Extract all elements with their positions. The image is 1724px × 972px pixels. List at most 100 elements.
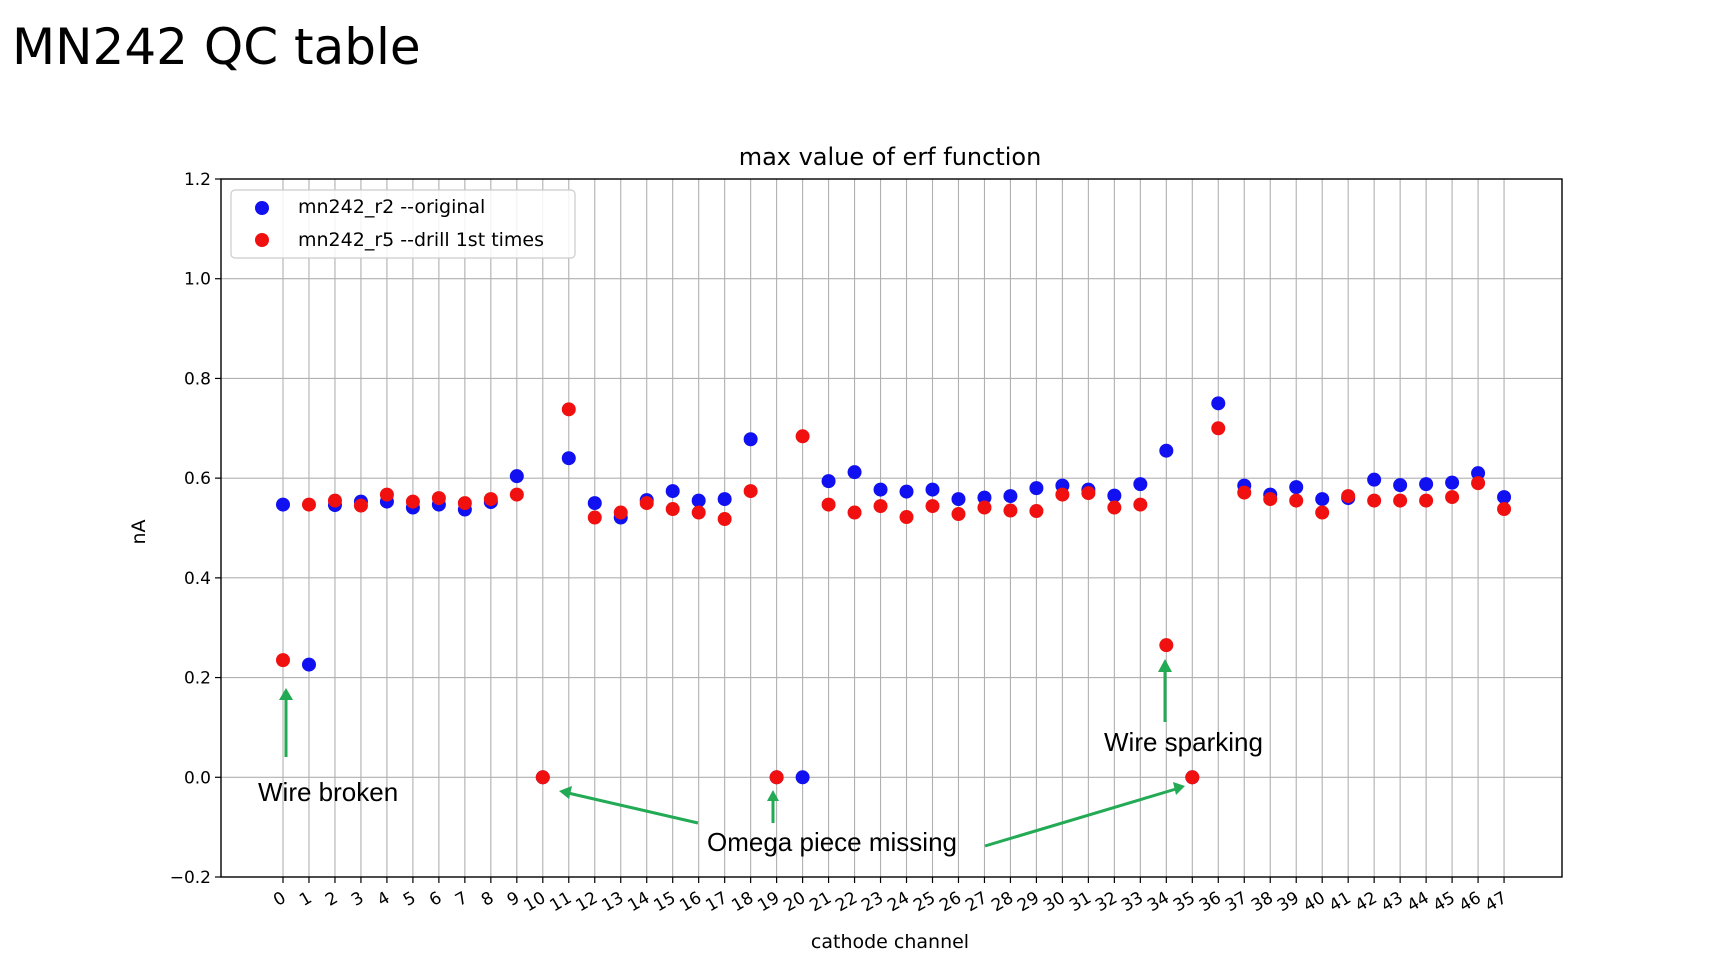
x-tick-label: 5	[400, 888, 419, 911]
x-tick-label: 8	[478, 888, 497, 911]
data-point-series-1	[379, 487, 394, 502]
data-point-series-0	[1419, 477, 1434, 492]
omega-arrow-to-ch35	[984, 787, 1177, 848]
data-point-series-0	[587, 496, 602, 511]
x-tick-label: 16	[676, 888, 705, 916]
legend-label-r5: mn242_r5 --drill 1st times	[298, 229, 544, 251]
data-point-series-1	[925, 499, 940, 514]
data-point-series-0	[899, 484, 914, 499]
data-point-series-0	[1393, 478, 1408, 493]
data-point-series-1	[1237, 485, 1252, 500]
x-tick-label: 12	[573, 888, 602, 916]
omega-piece-missing-label: Omega piece missing	[707, 827, 957, 857]
data-point-series-1	[1341, 489, 1356, 504]
data-point-series-0	[276, 497, 290, 512]
x-tick-label: 25	[910, 888, 939, 916]
x-tick-label: 17	[702, 888, 731, 916]
data-point-series-0	[717, 492, 732, 507]
data-point-series-0	[821, 474, 836, 489]
data-point-series-1	[1159, 638, 1174, 653]
x-tick-label: 33	[1118, 888, 1147, 916]
data-point-series-1	[1497, 502, 1512, 517]
x-tick-label: 35	[1170, 888, 1199, 916]
x-tick-label: 34	[1144, 888, 1173, 916]
omega-arrow-to-ch10	[567, 791, 699, 825]
data-point-series-1	[977, 500, 992, 515]
data-point-series-1	[1029, 504, 1044, 519]
data-point-series-1	[1185, 770, 1200, 785]
x-tick-label: 41	[1326, 888, 1355, 916]
x-tick-label: 28	[988, 888, 1017, 916]
data-point-series-0	[301, 657, 316, 672]
data-point-series-1	[1133, 497, 1148, 512]
data-point-series-1	[405, 494, 420, 509]
data-point-series-1	[457, 496, 472, 511]
data-point-series-1	[951, 507, 966, 522]
x-tick-label: 37	[1222, 888, 1251, 916]
data-point-series-0	[1289, 480, 1304, 495]
data-point-series-0	[795, 770, 810, 785]
y-tick-label: 1.0	[184, 270, 211, 290]
data-point-series-1	[613, 505, 628, 520]
x-tick-label: 24	[884, 888, 913, 916]
wire-broken-arrowhead	[279, 688, 293, 700]
annotations: Wire broken Omega piece missing Wire spa…	[258, 659, 1263, 857]
data-point-series-1	[1315, 505, 1330, 520]
data-point-series-1	[327, 493, 342, 508]
data-point-series-0	[1159, 443, 1174, 458]
x-tick-label: 11	[547, 888, 576, 916]
data-point-series-0	[951, 492, 966, 507]
data-point-series-1	[535, 770, 550, 785]
x-tick-label: 14	[624, 888, 653, 916]
data-point-series-0	[925, 482, 940, 497]
y-tick-label: 0.0	[184, 768, 211, 788]
data-point-series-0	[691, 493, 706, 508]
data-point-series-0	[873, 482, 888, 497]
data-point-series-1	[1393, 493, 1408, 508]
data-point-series-1	[847, 505, 862, 520]
x-tick-label: 43	[1378, 888, 1407, 916]
data-points	[276, 396, 1512, 785]
data-point-series-0	[977, 490, 992, 505]
legend-box	[230, 189, 576, 259]
wire-sparking-arrowhead	[1158, 659, 1172, 672]
data-point-series-0	[1003, 489, 1018, 504]
x-tick-label: 38	[1248, 888, 1277, 916]
data-point-series-1	[561, 402, 576, 417]
x-tick-label: 21	[806, 888, 835, 916]
plot-frame	[220, 178, 1563, 878]
y-tick-label: 0.8	[184, 369, 211, 389]
x-tick-label: 13	[598, 888, 627, 916]
grid	[221, 178, 1562, 878]
data-point-series-1	[276, 653, 290, 668]
x-tick-label: 18	[728, 888, 757, 916]
x-tick-label: 3	[348, 888, 367, 911]
y-axis-ticks: −0.2 0.0 0.2 0.4 0.6 0.8 1.0 1.2	[170, 170, 221, 888]
x-tick-label: 23	[858, 888, 887, 916]
data-point-series-0	[1211, 396, 1226, 411]
data-point-series-1	[1055, 487, 1070, 502]
data-point-series-1	[1003, 503, 1018, 518]
x-tick-label: 42	[1352, 888, 1381, 916]
x-tick-label: 20	[780, 888, 809, 916]
data-point-series-1	[1263, 492, 1278, 507]
x-tick-label: 36	[1196, 888, 1225, 916]
chart-title: max value of erf function	[739, 143, 1042, 171]
x-tick-label: 1	[296, 888, 315, 911]
data-point-series-0	[1133, 477, 1148, 492]
data-point-series-1	[1289, 493, 1304, 508]
x-tick-label: 46	[1456, 888, 1485, 916]
x-tick-label: 6	[426, 888, 445, 911]
y-tick-label: 0.6	[184, 469, 211, 489]
x-tick-label: 10	[521, 888, 550, 916]
legend-marker-r2	[255, 201, 269, 215]
x-tick-label: 27	[962, 888, 991, 916]
data-point-series-1	[821, 497, 836, 512]
data-point-series-1	[483, 492, 498, 507]
data-point-series-0	[1367, 472, 1382, 487]
x-tick-label: 47	[1482, 888, 1511, 916]
slide-title: MN242 QC table	[12, 18, 421, 76]
x-axis-ticks: 0 1 2 3 4 5 6 7 8 9101112131415161718192021222324…	[270, 877, 1511, 916]
x-tick-label: 39	[1274, 888, 1303, 916]
